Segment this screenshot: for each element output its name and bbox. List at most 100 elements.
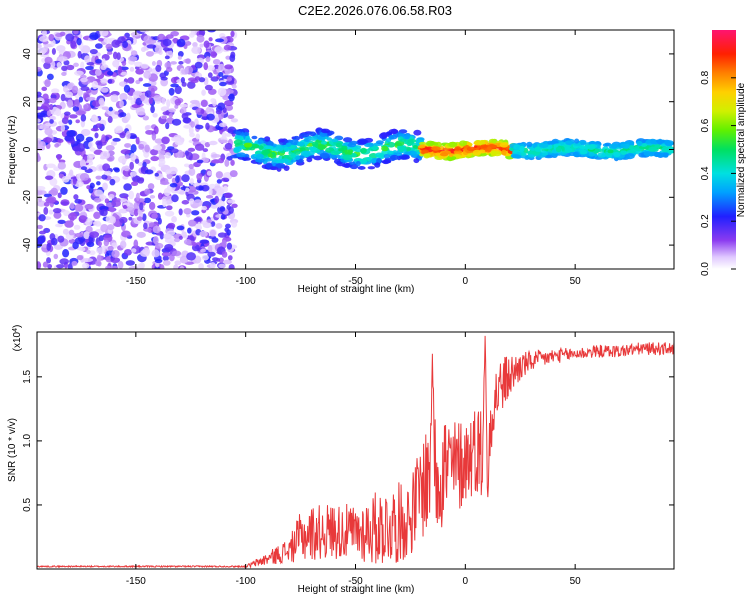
- spectrogram-noise-blob: [46, 163, 56, 168]
- spectrogram-noise-blob: [133, 61, 143, 67]
- spectrogram-noise-blob: [194, 61, 203, 69]
- spectrogram-signal-blob: [342, 154, 353, 161]
- spectrogram-noise-blob: [194, 76, 201, 81]
- spectrogram-noise-blob: [56, 45, 66, 52]
- spectrogram-noise-blob: [168, 253, 175, 262]
- spectrogram-noise-blob: [137, 263, 144, 269]
- spectrogram-noise-blob: [154, 45, 162, 54]
- spectrogram-noise-blob: [44, 175, 54, 180]
- spectrogram-noise-blob: [51, 47, 56, 55]
- spectrogram-signal-blob: [564, 147, 573, 153]
- spectrogram-noise-blob: [162, 38, 172, 47]
- spectrogram-noise-blob: [205, 122, 210, 130]
- spectrogram-noise-blob: [104, 198, 110, 204]
- spectrogram-noise-blob: [81, 262, 90, 269]
- spectrogram-signal-blob: [423, 153, 430, 159]
- spectrogram-noise-blob: [174, 104, 179, 109]
- spectrogram-signal-blob: [499, 142, 509, 148]
- spectrogram-signal-blob: [620, 150, 627, 155]
- spectrogram-noise-blob: [127, 55, 138, 62]
- spectrogram-signal-blob: [421, 149, 429, 154]
- spectrogram-noise-blob: [199, 230, 208, 238]
- spectrogram-signal-blob: [643, 150, 653, 157]
- spectrogram-noise-blob: [221, 251, 228, 258]
- spectrogram-noise-blob: [94, 69, 102, 76]
- spectrogram-signal-blob: [454, 146, 461, 151]
- spectrogram-noise-blob: [150, 155, 159, 162]
- spectrogram-noise-blob: [78, 215, 87, 223]
- spectrogram-signal-blob: [644, 140, 652, 144]
- spectrogram-noise-blob: [107, 116, 113, 124]
- spectrogram-noise-blob: [190, 99, 200, 105]
- spectrogram-noise-blob: [86, 249, 91, 254]
- spectrogram-noise-blob: [174, 98, 182, 106]
- spectrogram-noise-blob: [223, 88, 234, 95]
- spectrogram-noise-blob: [175, 175, 180, 184]
- spectrogram-noise-blob: [199, 43, 204, 48]
- spectrogram-noise-blob: [173, 264, 179, 269]
- spectrogram-signal-blob: [333, 154, 341, 158]
- spectrogram-noise-blob: [134, 91, 143, 96]
- spectrogram-noise-blob: [119, 240, 127, 249]
- spectrogram-signal-blob: [458, 140, 468, 147]
- spectrogram-noise-blob: [171, 118, 182, 126]
- spectrogram-noise-blob: [124, 143, 132, 148]
- spectrogram-signal-blob: [625, 153, 635, 160]
- spectrogram-signal-blob: [394, 140, 405, 147]
- spectrogram-signal-blob: [283, 165, 290, 171]
- spectrogram-noise-blob: [227, 199, 236, 204]
- spectrogram-noise-blob: [100, 209, 108, 217]
- spectrogram-signal-blob: [300, 133, 310, 138]
- spectrogram-noise-blob: [63, 85, 69, 93]
- spectrogram-noise-blob: [80, 86, 90, 92]
- spectrogram-noise-blob: [80, 128, 91, 137]
- spectrogram-noise-blob: [177, 55, 182, 60]
- spectrogram-noise-blob: [136, 216, 143, 221]
- spectrogram-signal-blob: [413, 158, 420, 164]
- spectrogram-noise-blob: [154, 138, 164, 144]
- spectrogram-noise-blob: [123, 84, 131, 93]
- spectrogram-noise-blob: [145, 124, 152, 130]
- spectrogram-noise-blob: [136, 231, 146, 238]
- spectrogram-noise-blob: [59, 31, 66, 37]
- colorbar-ticks: 0.0 0.2 0.4 0.6 0.8: [700, 70, 736, 276]
- spectrogram-noise-blob: [84, 204, 94, 210]
- spectrogram-noise-blob: [126, 112, 131, 121]
- spectrogram-signal-blob: [348, 161, 356, 166]
- spectrogram-noise-blob: [191, 210, 200, 216]
- spectrogram-noise-blob: [57, 219, 66, 224]
- spectrogram-noise-blob: [202, 148, 209, 153]
- spectrogram-noise-blob: [111, 249, 120, 258]
- spectrogram-noise-blob: [227, 255, 233, 261]
- spectrogram-noise-blob: [183, 207, 192, 215]
- spectrogram-noise-blob: [157, 217, 162, 225]
- spectrogram-x-tick-label: -50: [348, 276, 363, 287]
- spectrogram-noise-blob: [53, 244, 63, 250]
- spectrogram-signal-blob: [297, 141, 305, 147]
- spectrogram-signal-blob: [648, 146, 657, 152]
- snr-x-ticks: -150 -100 -50 0 50: [126, 332, 581, 587]
- spectrogram-noise-blob: [111, 39, 121, 48]
- spectrogram-noise-blob: [72, 105, 80, 112]
- spectrogram-signal-blob: [431, 146, 441, 151]
- spectrogram-noise-blob: [74, 70, 84, 76]
- spectrogram-marks: [37, 30, 674, 269]
- spectrogram-x-tick-label: -100: [236, 276, 256, 287]
- spectrogram-noise-blob: [218, 139, 228, 144]
- spectrogram-noise-blob: [154, 172, 159, 177]
- spectrogram-noise-blob: [67, 263, 73, 269]
- spectrogram-noise-blob: [83, 258, 94, 263]
- spectrogram-noise-blob: [171, 215, 178, 223]
- spectrogram-noise-blob: [89, 147, 96, 152]
- spectrogram-noise-blob: [75, 110, 86, 116]
- spectrogram-noise-blob: [151, 132, 157, 141]
- spectrogram-signal-blob: [526, 150, 537, 155]
- spectrogram-noise-blob: [157, 149, 166, 156]
- spectrogram-y-tick-label: -40: [22, 237, 33, 252]
- spectrogram-noise-blob: [165, 34, 174, 39]
- spectrogram-noise-blob: [223, 185, 228, 193]
- spectrogram-noise-blob: [117, 155, 128, 164]
- spectrogram-noise-blob: [224, 100, 234, 107]
- colorbar-tick-label: 0.4: [700, 166, 711, 180]
